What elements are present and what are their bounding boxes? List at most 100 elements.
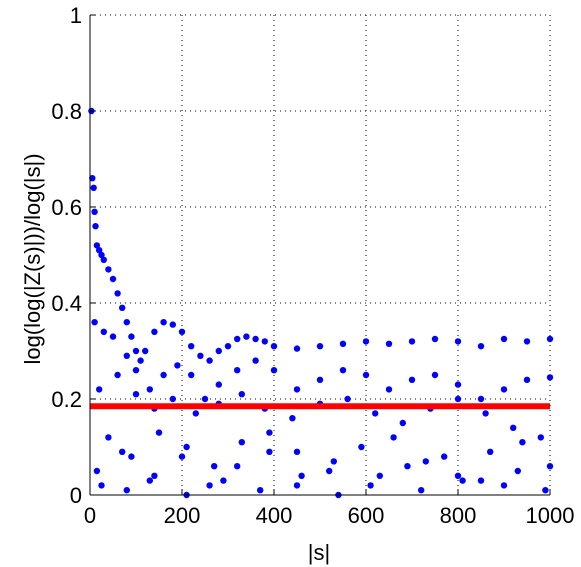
data-point [183,443,190,451]
data-point [537,434,544,441]
data-point [399,419,406,427]
data-point [487,448,494,455]
data-point [408,376,416,383]
data-point [206,357,213,364]
y-tick-label: 0.2 [51,387,82,412]
data-point [477,343,485,350]
data-point [459,477,466,484]
x-tick-label: 1000 [526,503,575,528]
data-point [293,386,301,393]
grid [90,15,550,495]
data-point [441,453,448,460]
data-point [114,290,121,297]
data-point [132,367,140,374]
y-tick-label: 1 [70,3,82,28]
data-point [358,443,365,451]
data-point [174,362,181,369]
data-point [105,434,112,441]
data-point [91,208,98,215]
data-point [93,242,101,249]
data-point [90,184,97,191]
data-point [220,477,227,484]
data-point [160,371,167,379]
data-point [178,328,186,335]
data-point [188,343,195,350]
data-point [519,439,526,446]
data-point [316,343,324,350]
data-point [132,391,140,398]
data-point [146,477,153,484]
data-point [151,328,158,335]
data-point [500,482,508,489]
data-point [243,333,250,340]
data-point [482,410,489,417]
data-point [339,340,347,347]
data-point [542,487,549,494]
data-point [510,424,517,431]
data-point [316,376,324,383]
data-point [477,477,485,484]
data-point [224,343,232,350]
x-axis-label: |s| [308,540,330,565]
data-point [128,333,135,340]
data-point [128,453,135,460]
data-point [339,367,347,374]
data-point [514,467,521,475]
data-point [270,343,278,350]
data-point [418,487,425,494]
data-point [119,448,126,455]
x-tick-label: 200 [164,503,201,528]
data-point [523,376,531,383]
data-point [119,304,126,311]
data-point [266,429,273,436]
data-point [142,347,149,355]
data-point [257,487,264,494]
data-point [252,335,259,343]
data-point [109,333,117,340]
y-tick-label: 0.6 [51,195,82,220]
data-point [431,371,439,379]
data-point [96,386,103,393]
data-point [500,335,508,343]
data-point [109,275,117,283]
data-point [211,463,218,470]
data-point [100,256,108,263]
data-point [454,395,462,403]
data-point [385,386,393,393]
data-point [546,335,554,343]
data-point [89,175,96,182]
data-point [500,386,508,393]
data-point [234,463,241,470]
data-point [98,251,105,259]
data-point [404,463,411,470]
y-tick-label: 0 [70,483,82,508]
data-point [523,338,531,345]
data-point [546,463,554,470]
x-tick-label: 400 [256,503,293,528]
data-point [234,335,241,343]
data-point [146,386,153,393]
data-point [261,338,268,345]
data-point [454,338,462,345]
y-tick-label: 0.8 [51,99,82,124]
data-point [206,482,213,489]
data-point [114,371,121,379]
data-point [123,319,130,326]
data-point [132,347,140,355]
data-point [169,395,176,403]
data-point [105,266,112,273]
data-point [96,247,103,254]
data-point [270,367,278,374]
data-point [385,340,393,347]
x-tick-label: 800 [440,503,477,528]
axes [89,14,551,496]
data-point [293,448,301,455]
data-point [178,453,186,460]
data-point [188,371,195,379]
data-point [293,482,301,489]
data-point [92,223,99,230]
data-point [215,381,222,388]
data-point [367,482,374,489]
